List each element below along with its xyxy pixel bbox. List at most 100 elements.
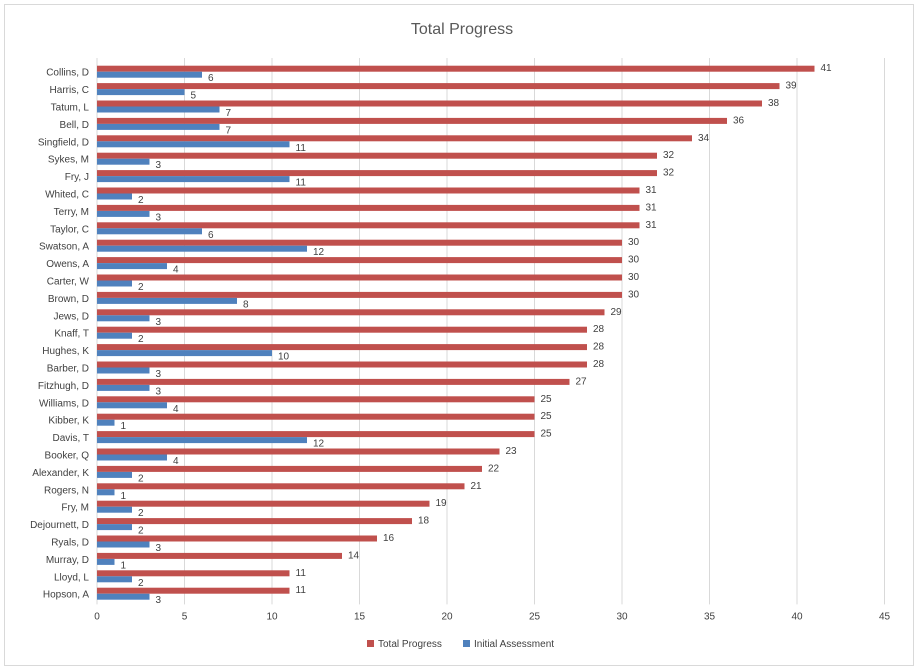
data-label-total-progress: 23 (506, 446, 518, 457)
category-label: Singfield, D (38, 137, 89, 148)
bar-total-progress (97, 274, 622, 281)
data-label-initial-assessment: 3 (156, 543, 162, 554)
data-label-initial-assessment: 10 (278, 352, 290, 363)
bar-total-progress (97, 344, 587, 351)
bar-initial-assessment (97, 141, 290, 148)
data-label-total-progress: 39 (786, 81, 798, 92)
bar-initial-assessment (97, 332, 132, 339)
x-tick-label: 15 (354, 611, 366, 622)
category-label: Jews, D (53, 311, 89, 322)
bar-total-progress (97, 152, 657, 159)
bar-initial-assessment (97, 89, 185, 96)
bar-initial-assessment (97, 297, 237, 304)
category-label: Davis, T (53, 433, 90, 444)
data-label-initial-assessment: 1 (121, 491, 127, 502)
category-label: Barber, D (47, 364, 89, 375)
data-label-initial-assessment: 2 (138, 508, 144, 519)
data-label-initial-assessment: 2 (138, 473, 144, 484)
bar-initial-assessment (97, 280, 132, 287)
data-label-initial-assessment: 7 (226, 108, 232, 119)
category-label: Owens, A (46, 259, 89, 270)
category-label: Lloyd, L (54, 572, 89, 583)
data-label-total-progress: 28 (593, 324, 605, 335)
bar-initial-assessment (97, 506, 132, 513)
data-label-total-progress: 18 (418, 516, 430, 527)
data-label-total-progress: 30 (628, 237, 640, 248)
bar-total-progress (97, 535, 377, 542)
data-label-total-progress: 31 (646, 220, 658, 231)
data-label-initial-assessment: 3 (156, 212, 162, 223)
bar-initial-assessment (97, 106, 220, 113)
category-label: Hopson, A (43, 590, 89, 601)
bar-initial-assessment (97, 524, 132, 531)
data-label-initial-assessment: 2 (138, 334, 144, 345)
data-label-total-progress: 36 (733, 115, 745, 126)
category-label: Brown, D (48, 294, 89, 305)
data-label-initial-assessment: 7 (226, 125, 232, 136)
data-label-initial-assessment: 4 (173, 265, 179, 276)
bar-initial-assessment (97, 71, 202, 78)
data-label-initial-assessment: 2 (138, 526, 144, 537)
data-label-initial-assessment: 2 (138, 578, 144, 589)
bar-total-progress (97, 570, 290, 577)
data-label-total-progress: 25 (541, 411, 553, 422)
legend-label-total-progress: Total Progress (378, 639, 442, 650)
x-tick-label: 35 (704, 611, 716, 622)
data-label-initial-assessment: 3 (156, 595, 162, 606)
data-label-initial-assessment: 1 (121, 560, 127, 571)
category-label: Collins, D (46, 68, 89, 79)
bar-total-progress (97, 204, 640, 211)
category-label: Sykes, M (48, 155, 89, 166)
bar-total-progress (97, 257, 622, 264)
category-label: Whited, C (45, 190, 89, 201)
bar-total-progress (97, 170, 657, 177)
data-label-total-progress: 30 (628, 255, 640, 266)
bar-initial-assessment (97, 437, 307, 444)
bar-total-progress (97, 500, 430, 507)
data-label-initial-assessment: 5 (191, 91, 197, 102)
category-label: Williams, D (39, 398, 89, 409)
category-label: Taylor, C (50, 224, 89, 235)
bar-initial-assessment (97, 384, 150, 391)
data-label-initial-assessment: 2 (138, 195, 144, 206)
data-label-total-progress: 41 (821, 63, 833, 74)
data-label-initial-assessment: 1 (121, 421, 127, 432)
x-tick-label: 10 (266, 611, 278, 622)
category-label: Fitzhugh, D (38, 381, 89, 392)
bar-total-progress (97, 135, 692, 142)
legend-label-initial-assessment: Initial Assessment (474, 639, 554, 650)
x-tick-label: 45 (879, 611, 891, 622)
bar-total-progress (97, 239, 622, 246)
bar-total-progress (97, 378, 570, 385)
data-label-total-progress: 11 (296, 568, 307, 579)
data-labels: 4163953873673411323321131231331630123043… (121, 63, 833, 606)
chart-title: Total Progress (411, 21, 513, 38)
bar-total-progress (97, 83, 780, 90)
bar-total-progress (97, 587, 290, 594)
x-tick-label: 30 (616, 611, 628, 622)
data-label-total-progress: 21 (471, 481, 483, 492)
bar-initial-assessment (97, 263, 167, 270)
legend-swatch-total-progress (367, 640, 374, 647)
data-label-initial-assessment: 12 (313, 247, 325, 258)
data-label-initial-assessment: 11 (296, 178, 307, 189)
category-label: Alexander, K (32, 468, 89, 479)
data-label-total-progress: 16 (383, 533, 395, 544)
bar-total-progress (97, 100, 762, 107)
data-label-total-progress: 29 (611, 307, 623, 318)
bar-total-progress (97, 448, 500, 455)
data-label-total-progress: 38 (768, 98, 780, 109)
category-label: Kibber, K (48, 416, 89, 427)
bar-total-progress (97, 222, 640, 229)
data-label-total-progress: 28 (593, 359, 605, 370)
data-label-initial-assessment: 3 (156, 160, 162, 171)
category-label: Booker, Q (45, 451, 90, 462)
bar-initial-assessment (97, 541, 150, 548)
bar-total-progress (97, 361, 587, 368)
data-label-initial-assessment: 6 (208, 73, 214, 84)
x-tick-label: 0 (94, 611, 100, 622)
data-label-total-progress: 30 (628, 272, 640, 283)
bar-initial-assessment (97, 402, 167, 409)
bar-initial-assessment (97, 489, 115, 496)
bar-total-progress (97, 552, 342, 559)
